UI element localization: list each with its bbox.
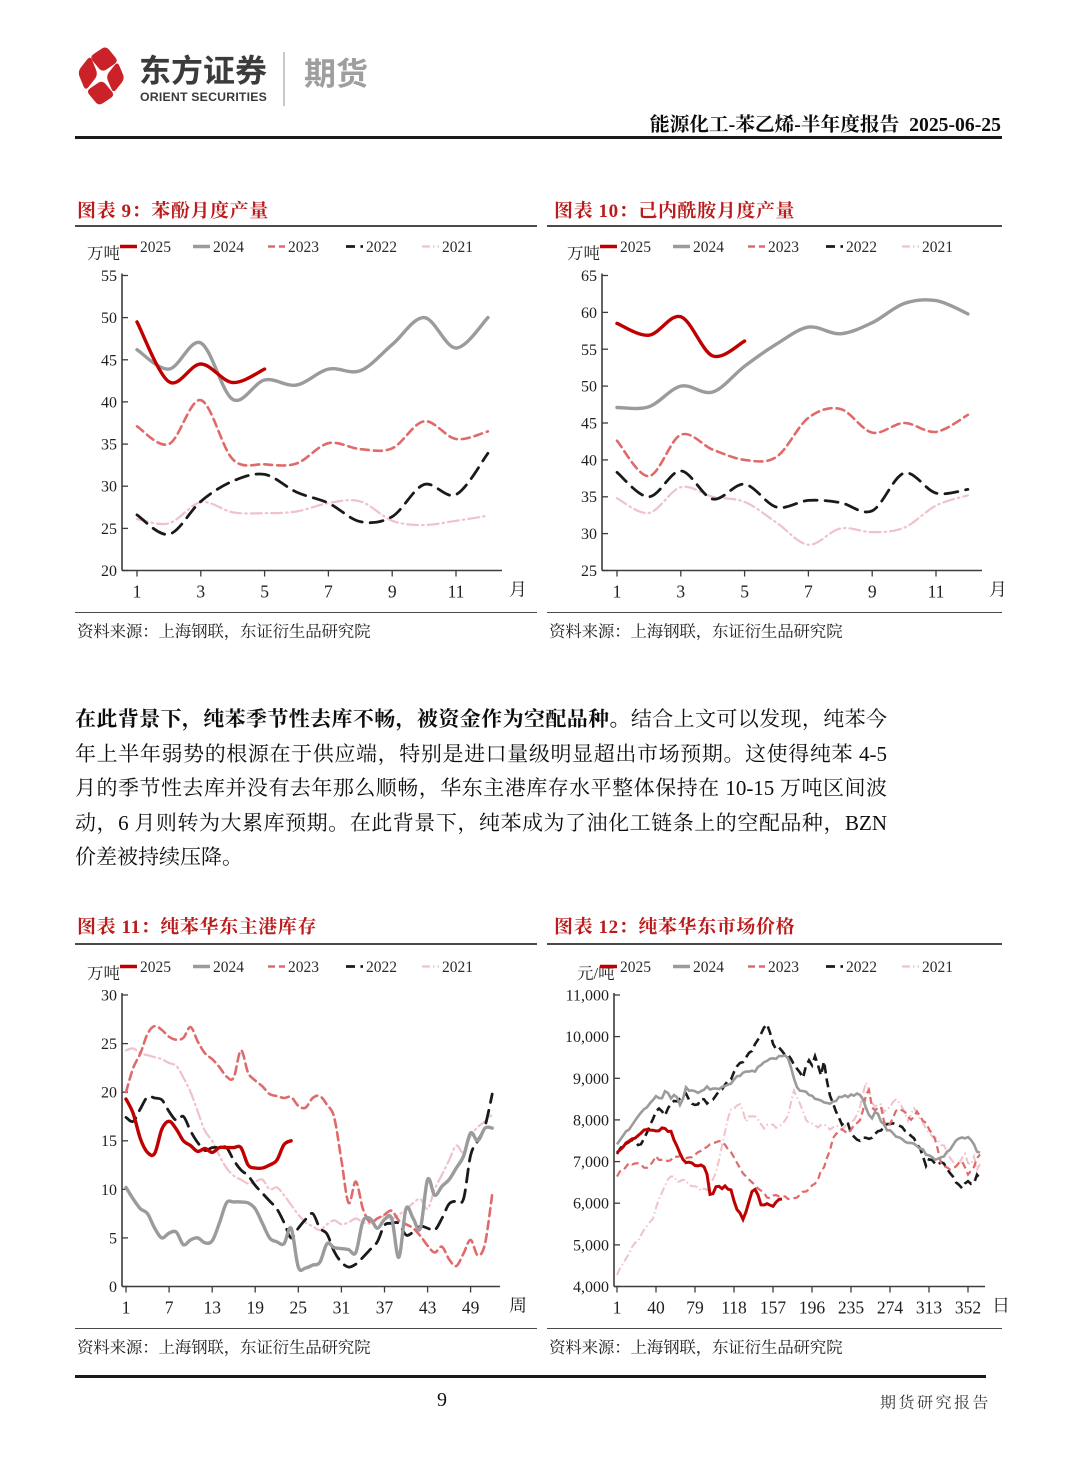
svg-text:25: 25 (101, 1036, 117, 1053)
svg-text:157: 157 (760, 1298, 787, 1318)
svg-text:7: 7 (324, 582, 333, 602)
svg-text:5: 5 (740, 582, 749, 602)
svg-text:10,000: 10,000 (565, 1029, 609, 1046)
svg-text:5: 5 (109, 1230, 117, 1247)
svg-text:2023: 2023 (768, 959, 799, 976)
svg-text:30: 30 (101, 988, 117, 1005)
svg-text:月: 月 (509, 580, 527, 600)
svg-text:日: 日 (992, 1296, 1010, 1316)
svg-text:2023: 2023 (288, 239, 319, 256)
svg-text:313: 313 (916, 1298, 943, 1318)
svg-text:31: 31 (333, 1298, 351, 1318)
svg-text:8,000: 8,000 (573, 1112, 609, 1129)
svg-text:235: 235 (838, 1298, 865, 1318)
svg-text:43: 43 (419, 1298, 437, 1318)
svg-text:13: 13 (203, 1298, 221, 1318)
svg-text:0: 0 (109, 1279, 117, 1296)
svg-text:2021: 2021 (922, 239, 953, 256)
svg-text:19: 19 (246, 1298, 264, 1318)
svg-text:元/吨: 元/吨 (577, 964, 615, 983)
svg-text:2025: 2025 (620, 239, 651, 256)
svg-text:2021: 2021 (442, 239, 473, 256)
svg-text:20: 20 (101, 563, 117, 580)
svg-text:55: 55 (581, 342, 597, 359)
svg-text:2021: 2021 (442, 959, 473, 976)
svg-text:2022: 2022 (846, 959, 877, 976)
svg-text:1: 1 (133, 582, 142, 602)
svg-text:20: 20 (101, 1085, 117, 1102)
svg-text:25: 25 (290, 1298, 308, 1318)
svg-text:1: 1 (122, 1298, 131, 1318)
svg-text:50: 50 (581, 379, 597, 396)
svg-text:7,000: 7,000 (573, 1154, 609, 1171)
svg-text:30: 30 (581, 526, 597, 543)
svg-text:50: 50 (101, 310, 117, 327)
svg-text:2023: 2023 (288, 959, 319, 976)
svg-text:2025: 2025 (140, 239, 171, 256)
svg-text:15: 15 (101, 1133, 117, 1150)
svg-text:10: 10 (101, 1182, 117, 1199)
svg-text:45: 45 (101, 352, 117, 369)
svg-text:49: 49 (462, 1298, 480, 1318)
svg-text:2024: 2024 (213, 959, 244, 976)
svg-text:11,000: 11,000 (566, 988, 609, 1005)
svg-text:7: 7 (804, 582, 813, 602)
svg-text:55: 55 (101, 268, 117, 285)
svg-text:274: 274 (877, 1298, 904, 1318)
svg-text:11: 11 (448, 582, 465, 602)
svg-text:37: 37 (376, 1298, 394, 1318)
svg-text:2025: 2025 (620, 959, 651, 976)
svg-text:25: 25 (581, 563, 597, 580)
svg-text:9,000: 9,000 (573, 1071, 609, 1088)
svg-text:3: 3 (196, 582, 205, 602)
svg-text:6,000: 6,000 (573, 1196, 609, 1213)
svg-text:60: 60 (581, 305, 597, 322)
svg-text:7: 7 (165, 1298, 174, 1318)
svg-text:3: 3 (676, 582, 685, 602)
svg-text:65: 65 (581, 268, 597, 285)
svg-text:2022: 2022 (366, 959, 397, 976)
svg-text:1: 1 (613, 582, 622, 602)
svg-text:2022: 2022 (846, 239, 877, 256)
svg-text:万吨: 万吨 (87, 964, 120, 983)
svg-text:45: 45 (581, 416, 597, 433)
svg-text:196: 196 (799, 1298, 826, 1318)
svg-text:352: 352 (955, 1298, 981, 1318)
svg-text:35: 35 (101, 437, 117, 454)
svg-text:2025: 2025 (140, 959, 171, 976)
svg-text:40: 40 (101, 394, 117, 411)
svg-text:35: 35 (581, 489, 597, 506)
svg-text:9: 9 (388, 582, 397, 602)
svg-text:1: 1 (613, 1298, 622, 1318)
svg-text:40: 40 (581, 452, 597, 469)
svg-text:79: 79 (686, 1298, 704, 1318)
svg-text:9: 9 (868, 582, 877, 602)
svg-text:2022: 2022 (366, 239, 397, 256)
svg-text:月: 月 (989, 580, 1007, 600)
svg-text:5: 5 (260, 582, 269, 602)
svg-text:118: 118 (721, 1298, 747, 1318)
svg-text:周: 周 (509, 1296, 527, 1316)
svg-text:2024: 2024 (693, 239, 724, 256)
svg-text:万吨: 万吨 (87, 244, 120, 263)
svg-text:2024: 2024 (693, 959, 724, 976)
svg-text:4,000: 4,000 (573, 1279, 609, 1296)
svg-text:2023: 2023 (768, 239, 799, 256)
svg-text:2024: 2024 (213, 239, 244, 256)
svg-text:11: 11 (928, 582, 945, 602)
svg-text:40: 40 (647, 1298, 665, 1318)
svg-text:万吨: 万吨 (567, 244, 600, 263)
svg-text:5,000: 5,000 (573, 1237, 609, 1254)
svg-text:30: 30 (101, 479, 117, 496)
svg-text:2021: 2021 (922, 959, 953, 976)
svg-text:25: 25 (101, 521, 117, 538)
